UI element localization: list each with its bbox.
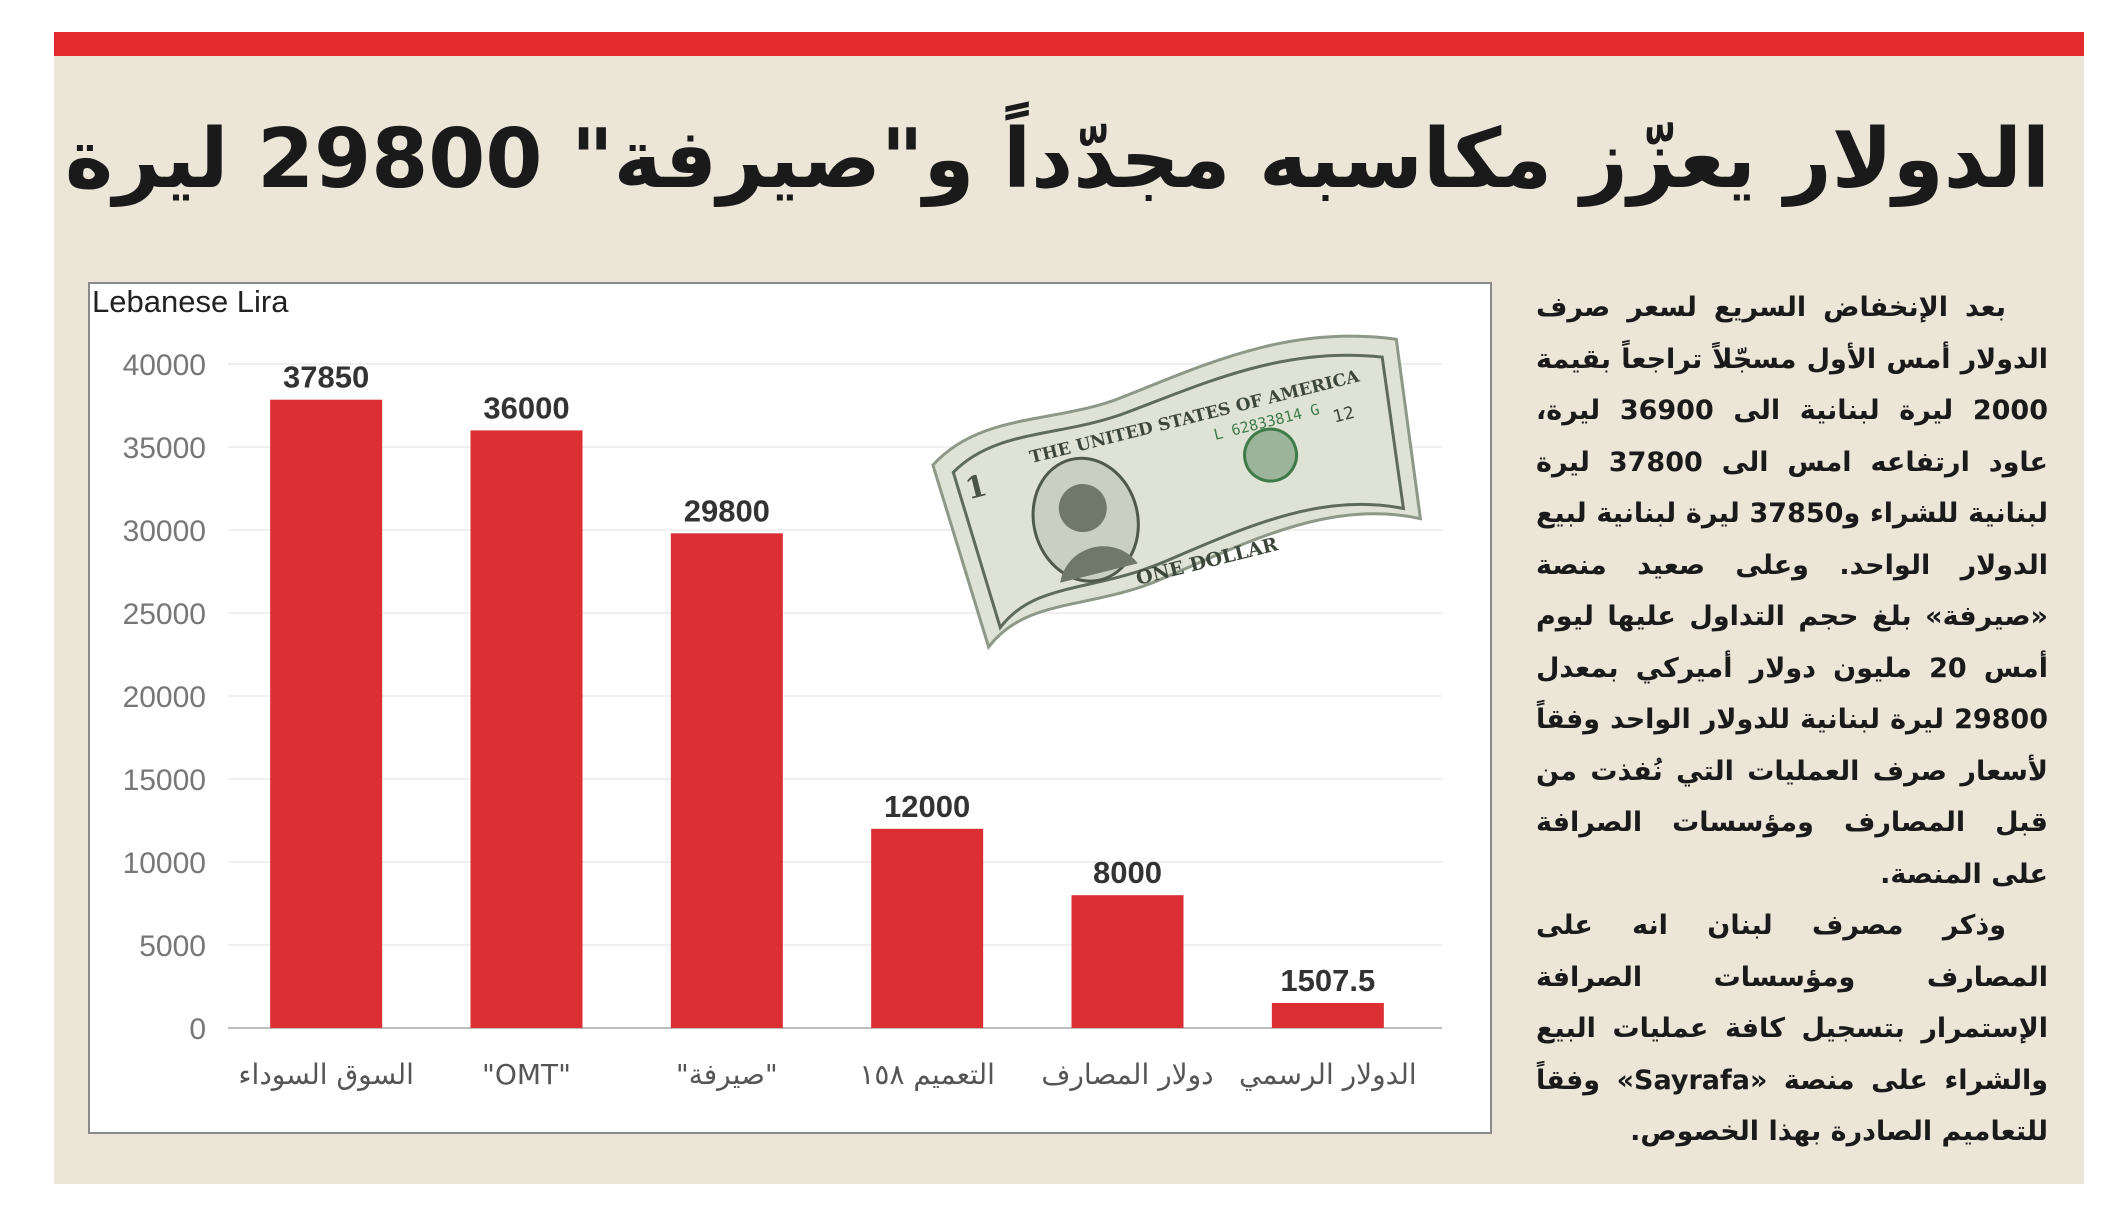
y-tick-label: 40000 bbox=[123, 349, 206, 382]
headline: الدولار يعزّز مكاسبه مجدّداً و"صيرفة" 29… bbox=[64, 112, 2051, 207]
bill-body bbox=[931, 334, 1423, 651]
bar-value-label: 8000 bbox=[1093, 855, 1162, 890]
bar bbox=[470, 430, 583, 1028]
bar-value-label: 36000 bbox=[483, 390, 569, 425]
bill-border bbox=[951, 353, 1406, 631]
bar-value-label: 12000 bbox=[884, 789, 970, 824]
portrait-shoulders bbox=[1060, 546, 1138, 583]
y-tick-label: 30000 bbox=[123, 515, 206, 548]
article-body: بعد الإنخفاض السريع لسعر صرف الدولار أمس… bbox=[1536, 282, 2048, 1158]
y-tick-label: 5000 bbox=[139, 930, 206, 963]
top-accent-bar bbox=[54, 32, 2084, 56]
article-paragraph-2: وذكر مصرف لبنان انه على المصارف ومؤسسات … bbox=[1536, 910, 2048, 1147]
x-tick-label: "OMT" bbox=[482, 1058, 571, 1091]
bar bbox=[1271, 1002, 1384, 1028]
y-axis-title: Lebanese Lira bbox=[92, 284, 289, 319]
bar bbox=[670, 533, 783, 1028]
x-tick-label: السوق السوداء bbox=[238, 1058, 414, 1091]
portrait-head bbox=[1058, 484, 1107, 533]
y-tick-label: 25000 bbox=[123, 598, 206, 631]
y-tick-label: 35000 bbox=[123, 432, 206, 465]
chart-container: Lebanese Lira 0 5000 10000 15000 20000 25000 30… bbox=[88, 282, 1492, 1134]
bar bbox=[1071, 895, 1184, 1028]
bar-value-label: 1507.5 bbox=[1280, 963, 1375, 998]
y-tick-label: 10000 bbox=[123, 847, 206, 880]
treasury-seal bbox=[1243, 427, 1299, 483]
bar-chart: Lebanese Lira 0 5000 10000 15000 20000 25000 30… bbox=[92, 284, 1442, 1091]
x-tick-label: دولار المصارف bbox=[1041, 1058, 1213, 1091]
x-tick-label: الدولار الرسمي bbox=[1239, 1058, 1417, 1091]
y-tick-label: 20000 bbox=[123, 681, 206, 714]
x-tick-label: التعميم ١٥٨ bbox=[859, 1058, 995, 1091]
bar bbox=[871, 828, 984, 1028]
bar-value-label: 29800 bbox=[684, 493, 770, 528]
bar-value-label: 37850 bbox=[283, 360, 369, 395]
article-paragraph-1: بعد الإنخفاض السريع لسعر صرف الدولار أمس… bbox=[1536, 292, 2049, 890]
bar bbox=[270, 399, 383, 1028]
x-tick-label: "صيرفة" bbox=[676, 1058, 778, 1091]
y-tick-label: 15000 bbox=[123, 764, 206, 797]
y-tick-label: 0 bbox=[189, 1013, 206, 1046]
